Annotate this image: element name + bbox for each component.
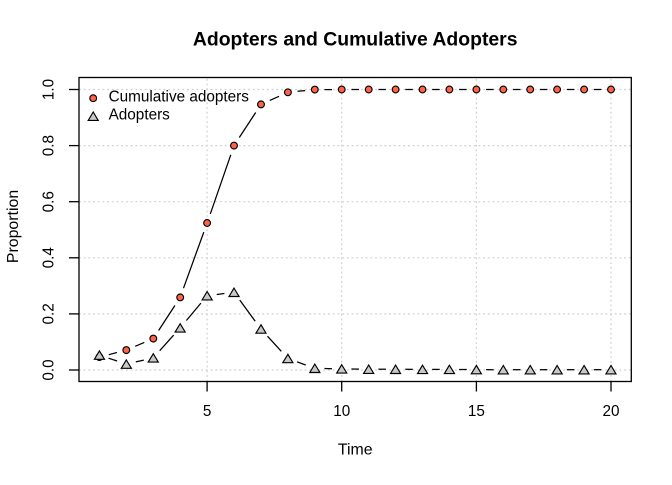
svg-text:15: 15 (468, 403, 485, 420)
svg-text:20: 20 (602, 403, 619, 420)
svg-text:0.6: 0.6 (40, 191, 57, 212)
svg-text:Cumulative adopters: Cumulative adopters (109, 88, 250, 105)
svg-text:0.2: 0.2 (40, 303, 57, 324)
svg-text:Adopters and Cumulative Adopte: Adopters and Cumulative Adopters (193, 29, 518, 51)
svg-text:0.4: 0.4 (40, 247, 57, 269)
svg-text:Proportion: Proportion (5, 190, 22, 263)
svg-text:5: 5 (203, 403, 212, 420)
svg-text:0.0: 0.0 (40, 359, 57, 380)
svg-text:Time: Time (338, 442, 373, 459)
svg-text:10: 10 (333, 403, 350, 420)
svg-text:1.0: 1.0 (40, 79, 57, 100)
svg-text:0.8: 0.8 (40, 135, 57, 156)
svg-text:Adopters: Adopters (109, 106, 171, 123)
